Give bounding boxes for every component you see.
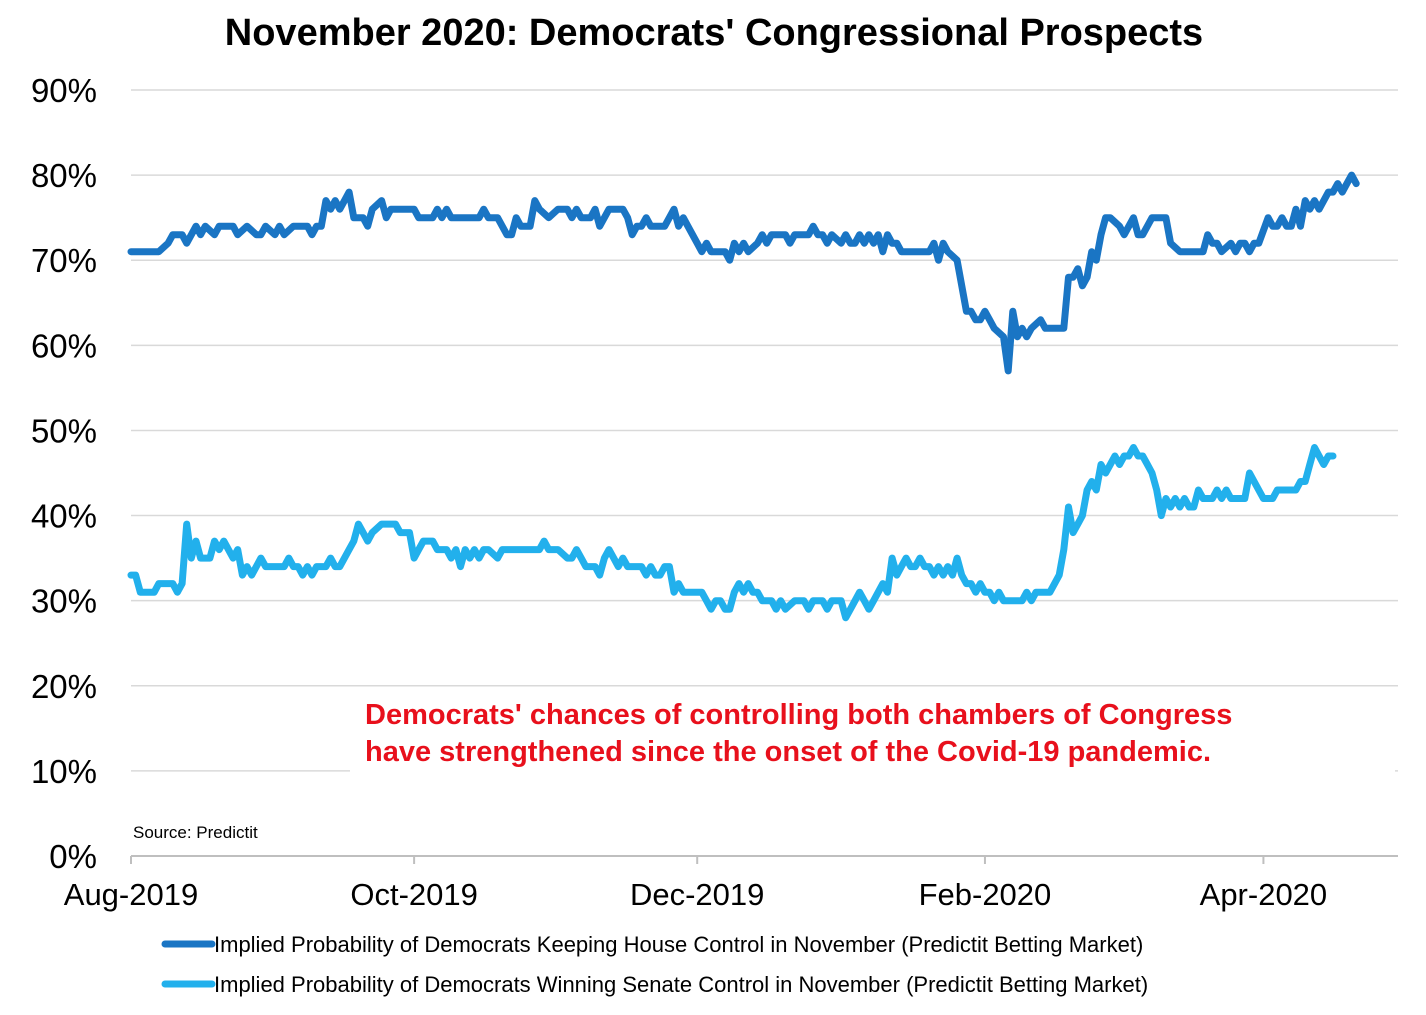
y-tick-label: 20% — [31, 668, 97, 705]
x-tick-label: Aug-2019 — [64, 877, 198, 912]
y-tick-label: 90% — [31, 72, 97, 109]
y-tick-label: 60% — [31, 327, 97, 364]
series-line-1 — [127, 171, 1360, 375]
x-tick-label: Oct-2019 — [350, 877, 478, 912]
legend-label-1: Implied Probability of Democrats Keeping… — [214, 932, 1143, 957]
y-tick-label: 30% — [31, 583, 97, 620]
annotation-line-1: Democrats' chances of controlling both c… — [365, 699, 1232, 731]
legend-label-2: Implied Probability of Democrats Winning… — [214, 972, 1148, 997]
annotation-line-2: have strengthened since the onset of the… — [365, 736, 1211, 768]
x-tick-label: Dec-2019 — [630, 877, 764, 912]
y-tick-label: 0% — [49, 838, 97, 875]
annotation-background — [350, 695, 1395, 780]
series-lines — [127, 171, 1360, 622]
gridlines — [131, 89, 1398, 772]
y-tick-label: 50% — [31, 412, 97, 449]
y-tick-label: 80% — [31, 157, 97, 194]
y-tick-label: 70% — [31, 242, 97, 279]
x-tick-label: Apr-2020 — [1200, 877, 1328, 912]
x-tick-label: Feb-2020 — [919, 877, 1052, 912]
source-note: Source: Predictit — [133, 823, 258, 842]
series-line-2 — [127, 444, 1337, 622]
legend: Implied Probability of Democrats Keeping… — [161, 932, 1148, 997]
y-tick-label: 10% — [31, 753, 97, 790]
chart-title: November 2020: Democrats' Congressional … — [225, 12, 1203, 54]
axes: 0% 10% 20% 30% 40% 50% 60% 70% 80% 90% Aug-2019 Oct… — [31, 72, 1398, 912]
y-tick-label: 40% — [31, 498, 97, 535]
